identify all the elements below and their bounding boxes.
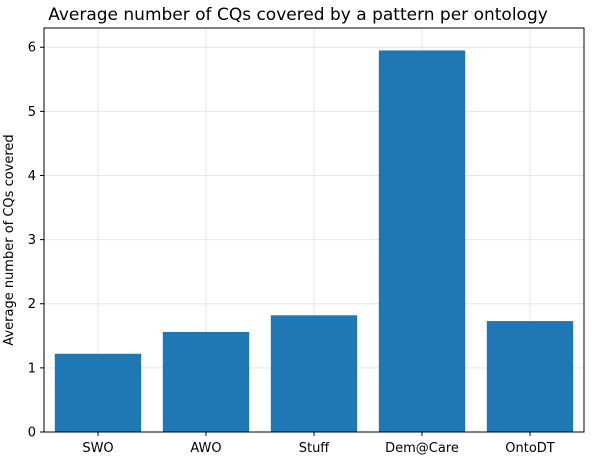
y-tick-label: 5	[28, 105, 36, 120]
bar-dem-care	[378, 50, 466, 432]
y-tick-label: 0	[28, 426, 36, 441]
bar-stuff	[270, 315, 358, 432]
x-tick-label: Dem@Care	[385, 441, 459, 456]
x-tick-label: Stuff	[299, 441, 331, 456]
bar-ontodt	[486, 321, 574, 432]
bars	[54, 50, 574, 432]
y-axis-ticks: 0 1 2 3 4 5 6	[28, 41, 44, 441]
x-tick-label: OntoDT	[505, 441, 555, 456]
x-tick-label: AWO	[190, 441, 221, 456]
chart-title: Average number of CQs covered by a patte…	[48, 5, 548, 25]
y-tick-label: 6	[28, 41, 36, 56]
x-axis-ticks: SWO AWO Stuff Dem@Care OntoDT	[82, 432, 555, 456]
y-tick-label: 1	[28, 361, 36, 376]
y-tick-label: 2	[28, 297, 36, 312]
y-tick-label: 4	[28, 169, 36, 184]
bar-swo	[54, 353, 142, 432]
y-axis-label: Average number of CQs covered	[2, 134, 17, 345]
x-tick-label: SWO	[82, 441, 113, 456]
y-tick-label: 3	[28, 233, 36, 248]
bar-awo	[162, 331, 250, 432]
